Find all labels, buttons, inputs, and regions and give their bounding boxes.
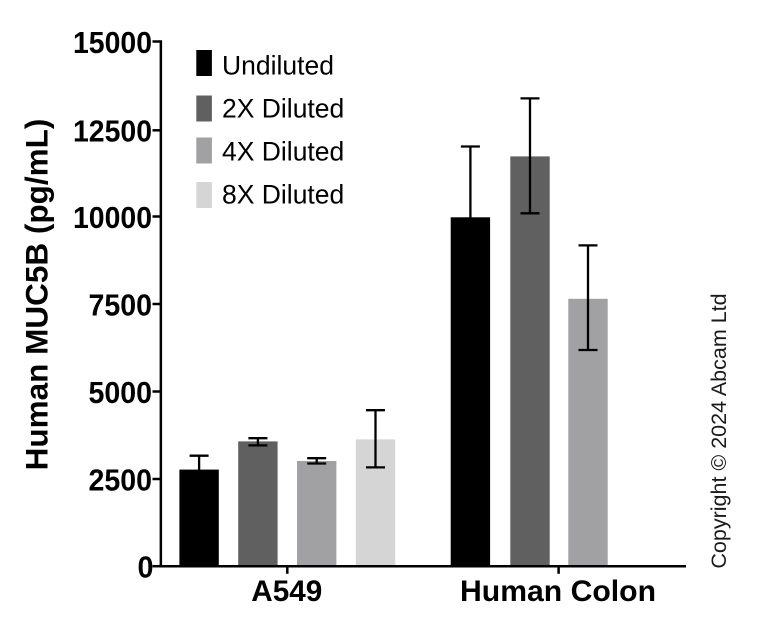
svg-text:2X Diluted: 2X Diluted (222, 94, 344, 124)
svg-text:4X Diluted: 4X Diluted (222, 137, 344, 167)
svg-text:Copyright © 2024 Abcam Ltd: Copyright © 2024 Abcam Ltd (707, 293, 731, 568)
svg-text:10000: 10000 (73, 200, 152, 235)
svg-text:2500: 2500 (89, 462, 153, 497)
svg-text:Undiluted: Undiluted (222, 51, 334, 81)
svg-text:12500: 12500 (73, 114, 152, 149)
svg-text:8X Diluted: 8X Diluted (222, 180, 344, 210)
svg-text:7500: 7500 (89, 287, 153, 322)
svg-text:15000: 15000 (73, 25, 152, 60)
svg-text:Human MUC5B (pg/mL): Human MUC5B (pg/mL) (19, 119, 55, 471)
svg-text:A549: A549 (251, 575, 322, 608)
svg-text:0: 0 (138, 550, 154, 585)
svg-text:5000: 5000 (89, 375, 153, 410)
svg-text:Human Colon: Human Colon (460, 575, 656, 608)
